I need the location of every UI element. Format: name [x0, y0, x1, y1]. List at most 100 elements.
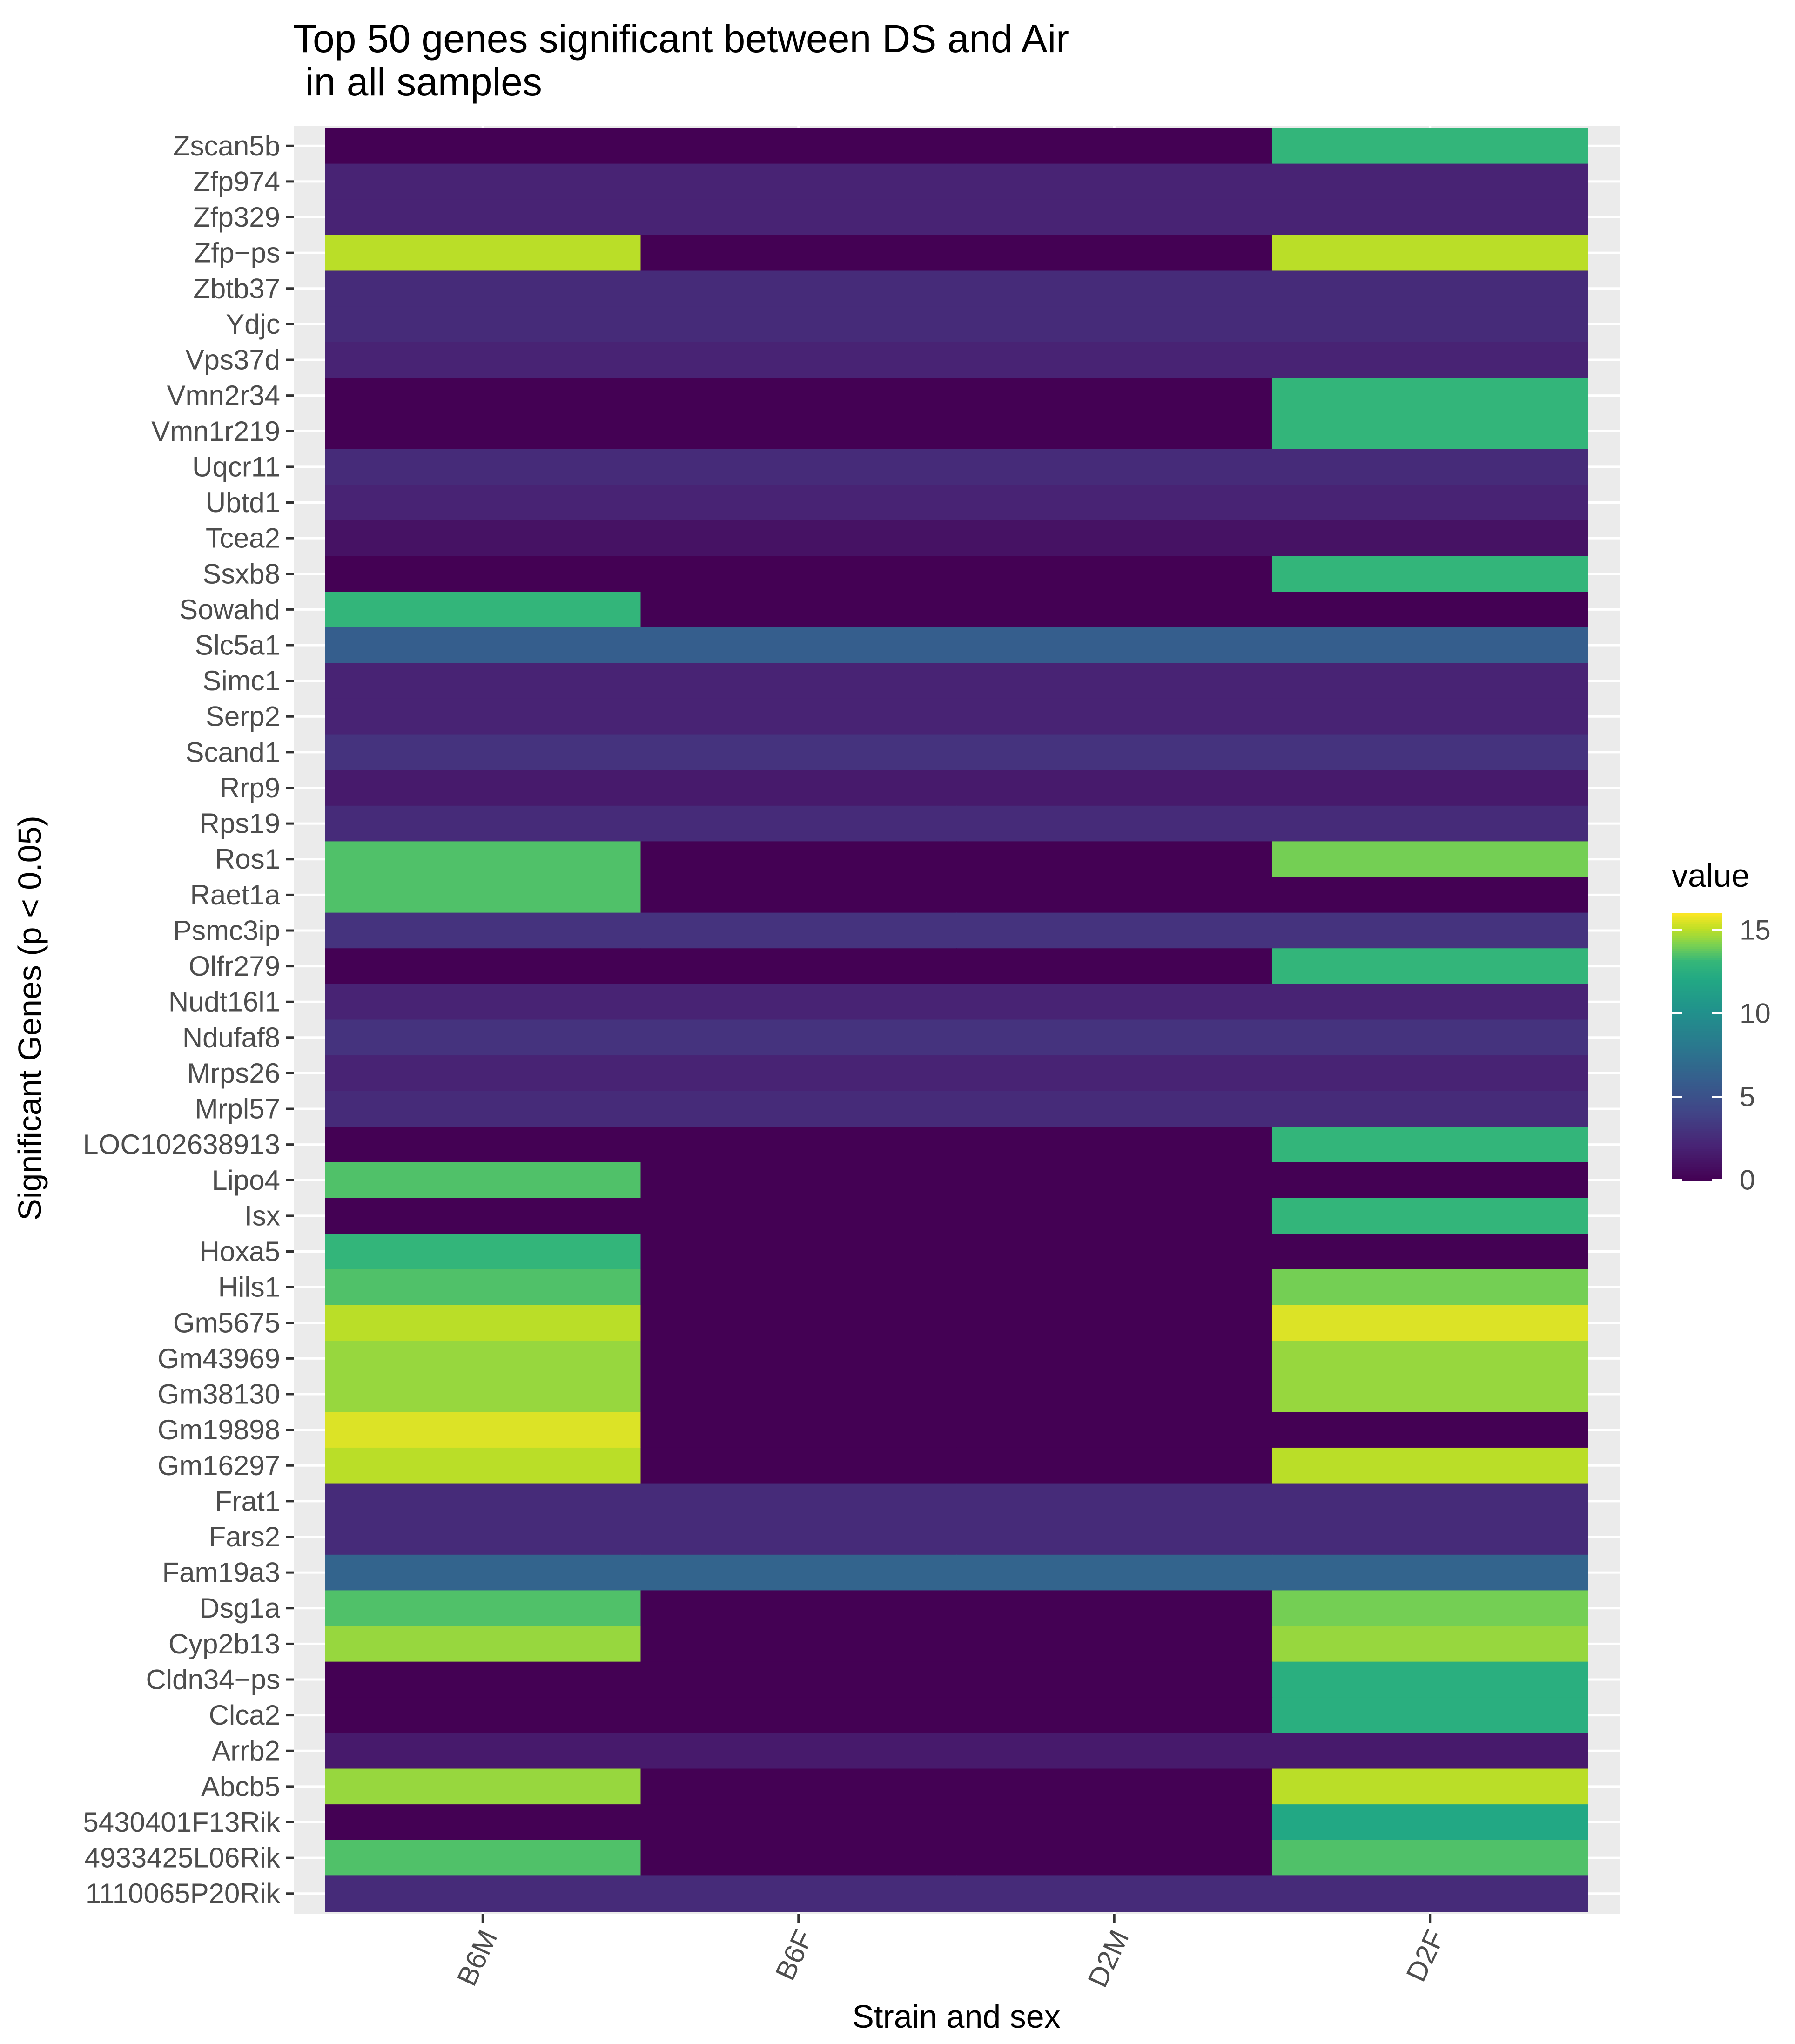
heatmap-cell — [956, 1768, 1273, 1805]
y-tick-label: Raet1a — [190, 879, 281, 911]
heatmap-cell — [325, 449, 641, 486]
legend-gradient-step — [1672, 1155, 1722, 1159]
legend-gradient-step — [1672, 1171, 1722, 1174]
heatmap-cell — [956, 1055, 1273, 1092]
heatmap-cell — [325, 485, 641, 521]
x-tick-label: D2F — [1400, 1925, 1451, 1986]
y-tick-label: Gm19898 — [158, 1414, 281, 1445]
heatmap-cell — [956, 163, 1273, 200]
heatmap-cell — [325, 1447, 641, 1484]
y-tick-label: Zfp329 — [193, 202, 280, 233]
heatmap-cell — [325, 199, 641, 236]
legend-gradient-step — [1672, 958, 1722, 961]
y-tick-label: Sowahd — [179, 594, 280, 625]
heatmap-cell — [640, 805, 957, 842]
legend-tick-label: 15 — [1740, 914, 1771, 945]
legend-gradient-step — [1672, 942, 1722, 945]
legend-gradient-step — [1672, 1042, 1722, 1045]
legend-gradient-step — [1672, 969, 1722, 972]
legend-gradient-step — [1672, 1026, 1722, 1030]
heatmap-cell — [1272, 1341, 1588, 1377]
heatmap-cell — [325, 1305, 641, 1342]
legend-gradient-step — [1672, 1118, 1722, 1121]
heatmap-cell — [956, 1269, 1273, 1306]
heatmap-cell — [956, 199, 1273, 236]
heatmap-cell — [325, 163, 641, 200]
heatmap-cell — [956, 449, 1273, 486]
heatmap-cell — [1272, 449, 1588, 486]
heatmap-cell — [325, 306, 641, 343]
y-tick-label: Mrpl57 — [195, 1093, 280, 1125]
y-tick-label: Isx — [244, 1200, 280, 1231]
legend-gradient-step — [1672, 1089, 1722, 1092]
legend-gradient-step — [1672, 1133, 1722, 1136]
heatmap-cell — [956, 1590, 1273, 1627]
heatmap-cell — [325, 1019, 641, 1056]
x-tick-label: B6F — [769, 1925, 819, 1985]
heatmap-cell — [325, 1519, 641, 1555]
heatmap-cell — [956, 1162, 1273, 1199]
heatmap-cell — [640, 877, 957, 913]
heatmap-cell — [325, 270, 641, 307]
legend-gradient-step — [1672, 1140, 1722, 1143]
legend-gradient-step — [1672, 1084, 1722, 1087]
legend-gradient-step — [1672, 986, 1722, 990]
heatmap-cell — [640, 378, 957, 414]
legend-gradient-step — [1672, 1075, 1722, 1079]
heatmap-cell — [1272, 841, 1588, 878]
legend-gradient-step — [1672, 931, 1722, 934]
legend-gradient-step — [1672, 1164, 1722, 1167]
legend-gradient-step — [1672, 1149, 1722, 1152]
heatmap-cell — [640, 1733, 957, 1769]
heatmap-cell — [1272, 698, 1588, 735]
legend-gradient-step — [1672, 982, 1722, 985]
legend-gradient-step — [1672, 1129, 1722, 1132]
legend-gradient-step — [1672, 1095, 1722, 1099]
legend-gradient-step — [1672, 984, 1722, 987]
y-tick-label: Ydjc — [226, 309, 280, 340]
legend-gradient-step — [1672, 1169, 1722, 1172]
y-axis-title: Significant Genes (p < 0.05) — [12, 816, 48, 1221]
legend-gradient-step — [1672, 1086, 1722, 1090]
y-tick-label: Ubtd1 — [206, 487, 280, 518]
legend-gradient-step — [1672, 1071, 1722, 1074]
y-tick-label: Hoxa5 — [200, 1236, 280, 1267]
legend-gradient-step — [1672, 1147, 1722, 1150]
heatmap-cell — [1272, 912, 1588, 949]
heatmap-cell — [640, 1198, 957, 1234]
heatmap-cell — [1272, 1269, 1588, 1306]
heatmap-cell — [956, 663, 1273, 699]
y-tick-label: Mrps26 — [187, 1058, 280, 1089]
legend-gradient-step — [1672, 938, 1722, 941]
heatmap-cell — [1272, 734, 1588, 771]
heatmap-cell — [956, 770, 1273, 806]
heatmap-cell — [640, 1269, 957, 1306]
x-axis-title: Strain and sex — [852, 1998, 1060, 2035]
heatmap-cell — [1272, 948, 1588, 985]
heatmap-cell — [1272, 1519, 1588, 1555]
heatmap-cell — [325, 592, 641, 628]
legend-gradient-step — [1672, 1035, 1722, 1039]
heatmap-cell — [1272, 592, 1588, 628]
legend-gradient-step — [1672, 962, 1722, 965]
legend-gradient-step — [1672, 1122, 1722, 1125]
heatmap-cell — [640, 663, 957, 699]
heatmap-cell — [325, 805, 641, 842]
legend-gradient-step — [1672, 951, 1722, 954]
heatmap-cell — [640, 235, 957, 271]
legend-gradient-step — [1672, 1167, 1722, 1170]
heatmap-cell — [956, 1519, 1273, 1555]
legend-gradient-step — [1672, 1153, 1722, 1156]
heatmap-cell — [325, 1269, 641, 1306]
heatmap-cell — [640, 948, 957, 985]
legend-gradient-step — [1672, 924, 1722, 927]
legend-gradient-step — [1672, 1142, 1722, 1145]
legend-gradient-step — [1672, 940, 1722, 943]
heatmap-cell — [956, 1234, 1273, 1270]
heatmap-cell — [640, 1590, 957, 1627]
legend-gradient-step — [1672, 998, 1722, 1001]
legend-tick-label: 5 — [1740, 1081, 1755, 1112]
heatmap-cell — [325, 1483, 641, 1520]
heatmap-cell — [640, 912, 957, 949]
heatmap-cell — [325, 1875, 641, 1912]
